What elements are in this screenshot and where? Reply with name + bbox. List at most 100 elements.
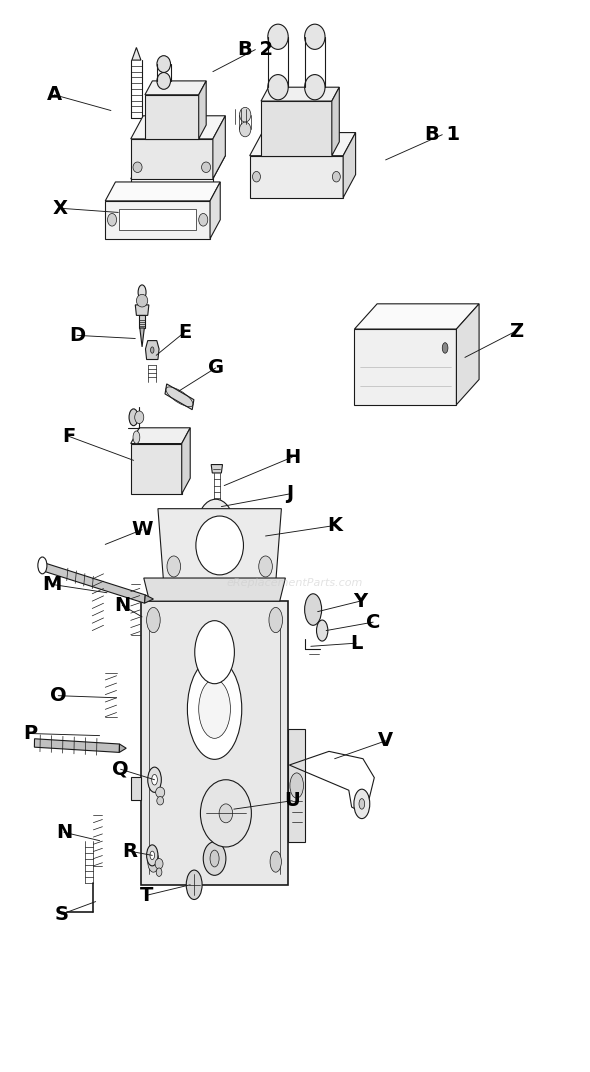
Ellipse shape xyxy=(157,56,171,73)
Polygon shape xyxy=(165,384,194,410)
Ellipse shape xyxy=(354,789,370,819)
Polygon shape xyxy=(146,341,159,359)
Ellipse shape xyxy=(210,517,221,534)
Polygon shape xyxy=(131,428,190,444)
Polygon shape xyxy=(141,601,288,884)
Text: W: W xyxy=(132,520,153,539)
Text: E: E xyxy=(178,323,191,342)
Polygon shape xyxy=(355,329,457,405)
Text: N: N xyxy=(114,596,130,615)
Polygon shape xyxy=(105,182,220,200)
Text: A: A xyxy=(47,86,62,104)
Ellipse shape xyxy=(150,347,154,353)
Ellipse shape xyxy=(107,213,117,226)
Polygon shape xyxy=(145,595,153,604)
Ellipse shape xyxy=(304,594,322,625)
Polygon shape xyxy=(145,94,199,139)
Ellipse shape xyxy=(196,516,244,575)
Ellipse shape xyxy=(316,620,328,641)
Ellipse shape xyxy=(269,608,283,632)
Ellipse shape xyxy=(135,411,144,423)
Polygon shape xyxy=(213,116,225,179)
Ellipse shape xyxy=(240,122,251,137)
Ellipse shape xyxy=(253,172,260,182)
Ellipse shape xyxy=(148,851,159,873)
Ellipse shape xyxy=(268,75,288,100)
Ellipse shape xyxy=(199,213,208,226)
Ellipse shape xyxy=(199,680,231,739)
Ellipse shape xyxy=(186,870,202,899)
Polygon shape xyxy=(132,47,141,60)
Text: R: R xyxy=(122,842,137,861)
Polygon shape xyxy=(145,80,206,94)
Polygon shape xyxy=(261,87,339,101)
Ellipse shape xyxy=(167,556,181,577)
Text: T: T xyxy=(140,885,153,905)
Ellipse shape xyxy=(188,658,242,759)
Text: U: U xyxy=(284,791,300,810)
Ellipse shape xyxy=(442,343,448,353)
Text: N: N xyxy=(56,822,72,842)
Text: J: J xyxy=(286,485,293,504)
Text: B 1: B 1 xyxy=(425,125,460,145)
Text: Q: Q xyxy=(112,760,129,778)
Text: L: L xyxy=(350,634,362,653)
Text: S: S xyxy=(55,905,68,924)
Ellipse shape xyxy=(332,172,340,182)
Ellipse shape xyxy=(304,75,325,100)
Text: D: D xyxy=(69,326,85,345)
Text: H: H xyxy=(284,448,300,466)
Polygon shape xyxy=(139,315,146,328)
Text: P: P xyxy=(23,724,37,743)
Ellipse shape xyxy=(219,804,232,823)
Ellipse shape xyxy=(38,557,47,574)
Ellipse shape xyxy=(259,556,273,577)
Polygon shape xyxy=(211,464,222,473)
Ellipse shape xyxy=(304,25,325,49)
Polygon shape xyxy=(144,578,286,601)
Ellipse shape xyxy=(157,796,163,805)
Ellipse shape xyxy=(157,73,171,89)
Ellipse shape xyxy=(203,842,226,876)
Polygon shape xyxy=(119,744,126,753)
Ellipse shape xyxy=(150,851,155,860)
Polygon shape xyxy=(199,80,206,139)
Text: K: K xyxy=(327,516,342,535)
Text: Y: Y xyxy=(353,592,367,611)
Polygon shape xyxy=(140,328,145,347)
Text: eReplacementParts.com: eReplacementParts.com xyxy=(227,578,363,589)
Text: O: O xyxy=(50,686,67,705)
Polygon shape xyxy=(355,303,479,329)
Ellipse shape xyxy=(202,162,211,173)
Text: M: M xyxy=(42,575,61,594)
Ellipse shape xyxy=(129,408,138,426)
Polygon shape xyxy=(182,428,190,494)
Polygon shape xyxy=(131,116,225,139)
Ellipse shape xyxy=(290,773,303,799)
Ellipse shape xyxy=(146,845,158,866)
Polygon shape xyxy=(34,739,120,753)
Ellipse shape xyxy=(268,25,288,49)
Ellipse shape xyxy=(201,779,251,847)
Ellipse shape xyxy=(195,621,234,684)
Polygon shape xyxy=(332,87,339,155)
Polygon shape xyxy=(131,444,182,494)
Bar xyxy=(119,209,196,230)
Polygon shape xyxy=(210,182,220,239)
Polygon shape xyxy=(131,155,225,179)
Polygon shape xyxy=(135,304,149,315)
Text: F: F xyxy=(62,427,75,446)
Ellipse shape xyxy=(210,850,219,867)
Ellipse shape xyxy=(133,162,142,173)
Polygon shape xyxy=(250,155,343,197)
Text: C: C xyxy=(366,612,381,631)
Ellipse shape xyxy=(146,608,160,632)
Ellipse shape xyxy=(148,768,161,792)
Text: B 2: B 2 xyxy=(238,40,273,59)
Ellipse shape xyxy=(138,285,146,300)
Text: X: X xyxy=(53,198,67,218)
Polygon shape xyxy=(288,729,305,843)
Polygon shape xyxy=(343,133,356,197)
Polygon shape xyxy=(250,133,356,155)
Polygon shape xyxy=(158,509,281,582)
